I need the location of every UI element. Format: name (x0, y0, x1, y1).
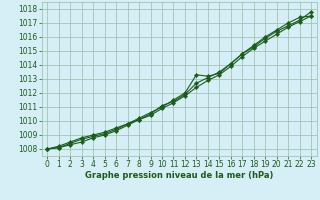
X-axis label: Graphe pression niveau de la mer (hPa): Graphe pression niveau de la mer (hPa) (85, 171, 273, 180)
